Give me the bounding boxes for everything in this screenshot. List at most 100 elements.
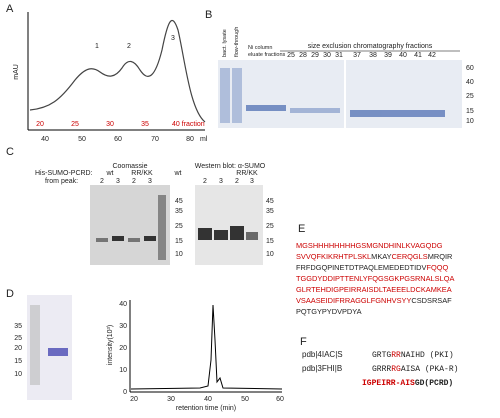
chromatogram — [29, 19, 206, 123]
label: 2 — [127, 43, 131, 50]
label: C — [6, 146, 14, 158]
label: 20 — [130, 396, 138, 403]
panel-d-chart — [129, 300, 283, 393]
label: 40 — [399, 52, 407, 59]
label: 1 — [95, 43, 99, 50]
label: Western blot: α-SUMO — [195, 163, 266, 170]
label: 29 — [311, 52, 319, 59]
sequence-segment: AISA (PKA-R) — [401, 365, 459, 374]
sequence-segment: GRTG — [372, 351, 391, 360]
sequence-segment: PQTGYPYDVPDYA — [296, 307, 362, 316]
label: B — [205, 9, 212, 21]
sequence-segment: GRRR — [372, 365, 391, 374]
label: 80 — [186, 136, 194, 143]
label: wt — [106, 170, 114, 177]
label: 20 — [14, 345, 22, 352]
label: Coomassie — [112, 163, 147, 170]
label: 40 — [204, 396, 212, 403]
sequence-segment: NAIHD (PKI) — [401, 351, 454, 360]
label: 15 — [466, 108, 474, 115]
sequence-segment: RR — [391, 351, 401, 360]
label: 41 — [414, 52, 422, 59]
label: 40 — [119, 301, 127, 308]
sequence-segment: FRFDGQPINETDTPAQLEMEDEDTIDV — [296, 263, 427, 272]
sequence-line: PQTGYPYDVPDYA — [296, 307, 362, 316]
label: 40 — [466, 79, 474, 86]
label: 40 fraction — [172, 121, 205, 128]
label: 50 — [78, 136, 86, 143]
label: 3 — [219, 178, 223, 185]
label: 25 — [14, 335, 22, 342]
label: 30 — [323, 52, 331, 59]
label: His-SUMO-PCRD: — [35, 170, 93, 177]
label: D — [6, 288, 14, 300]
label: 3 — [171, 35, 175, 42]
sequence-segment: RG — [391, 365, 401, 374]
label: 30 — [119, 323, 127, 330]
label: 60 — [276, 396, 284, 403]
sequence: GRRRRGAISA (PKA-R) — [372, 365, 458, 374]
label: 2 — [100, 178, 104, 185]
label: A — [6, 3, 14, 15]
label: 38 — [369, 52, 377, 59]
label: 35 — [175, 208, 183, 215]
label: pdb|3FHI|B — [302, 364, 342, 373]
label: mAU — [13, 64, 20, 80]
chromatogram — [130, 304, 283, 390]
sequence-segment: IGPEIRR-AIS — [362, 379, 415, 388]
panel-a — [27, 12, 206, 131]
label: 2 — [235, 178, 239, 185]
label: size exclusion chromatography fractions — [308, 43, 433, 50]
sequence-line: TGGDYDDIPTTENLYFQGSGKPGSRNALSLQA — [296, 274, 454, 283]
label: ml — [200, 136, 208, 143]
western-gel — [195, 185, 263, 265]
sequence-segment: FQQQ — [426, 263, 448, 272]
label: 39 — [384, 52, 392, 59]
label: flow-through — [234, 27, 240, 57]
label: 30 — [106, 121, 114, 128]
label: 31 — [335, 52, 343, 59]
label: 2 — [132, 178, 136, 185]
label: 3 — [148, 178, 152, 185]
sequence-segment: TGGDYDDIPTTENLYFQGSGKPGSRNALSLQA — [296, 274, 454, 283]
sequence-line: SVVQFKIKRHTPLSKLMKAYCERQGLSMRQIR — [296, 252, 452, 261]
label: 25 — [266, 223, 274, 230]
label: 35 — [14, 323, 22, 330]
label: 3 — [250, 178, 254, 185]
label: from peak: — [45, 178, 78, 185]
label: 10 — [175, 251, 183, 258]
label: 60 — [114, 136, 122, 143]
label: pdb|4IAC|S — [302, 350, 343, 359]
label: 10 — [14, 371, 22, 378]
sequence-line: VSAASEIDIFRRAGGLFGNHVSYYCSDSRSAF — [296, 296, 452, 305]
label: E — [298, 223, 305, 235]
gel — [218, 60, 462, 128]
sequence-segment: MGSHHHHHHHHGSMGNDHINLKVAGQDG — [296, 241, 443, 250]
sequence-line: MGSHHHHHHHHGSMGNDHINLKVAGQDG — [296, 241, 443, 250]
sequence-line: GLRTEHDIGPEIRRAISDLTAEEELDCKAMKEA — [296, 285, 452, 294]
label: 0 — [123, 389, 127, 396]
label: 60 — [466, 65, 474, 72]
sequence-segment: MRQIR — [428, 252, 453, 261]
sequence-segment: GLRTEHDIGPEIRRAISDLTAEEELDCKAMKEA — [296, 285, 452, 294]
label: 15 — [266, 238, 274, 245]
label: 20 — [36, 121, 44, 128]
coomassie-gel — [90, 185, 170, 265]
label: 25 — [71, 121, 79, 128]
label: retention time (min) — [176, 405, 236, 412]
sequence: GRTGRRNAIHD (PKI) — [372, 351, 454, 360]
label: 20 — [119, 345, 127, 352]
label: 30 — [167, 396, 175, 403]
label: 35 — [141, 121, 149, 128]
sequence-segment: CERQGLS — [392, 252, 428, 261]
label: 45 — [175, 198, 183, 205]
label: 45 — [266, 198, 274, 205]
label: 70 — [151, 136, 159, 143]
label: 42 — [428, 52, 436, 59]
label: Ni column — [248, 45, 272, 51]
label: 35 — [266, 208, 274, 215]
sequence-segment: MKAY — [371, 252, 391, 261]
label: 10 — [119, 367, 127, 374]
label: RR/KK — [131, 170, 153, 177]
